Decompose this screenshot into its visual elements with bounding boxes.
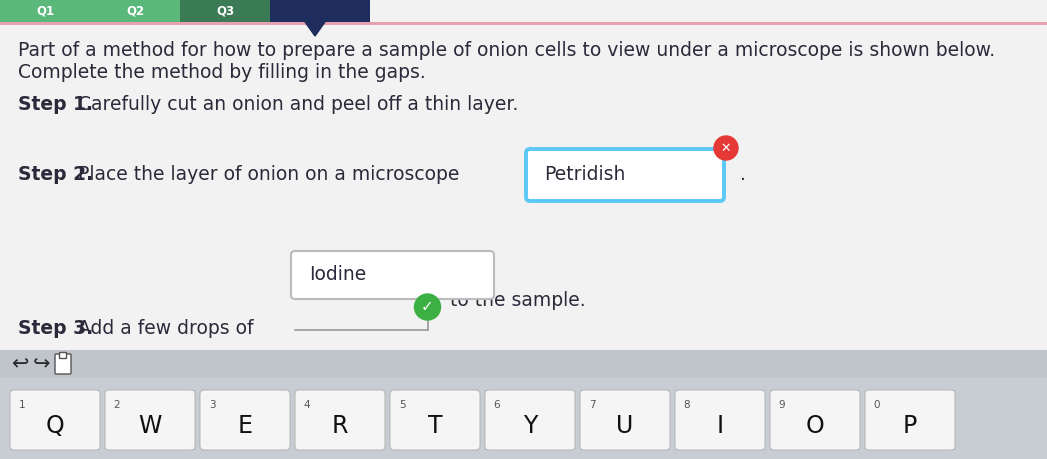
Text: W: W [138, 414, 161, 438]
Text: 0: 0 [874, 400, 881, 410]
Text: ↩: ↩ [12, 354, 28, 374]
Circle shape [714, 136, 738, 160]
Text: Q1: Q1 [36, 5, 54, 17]
FancyBboxPatch shape [0, 0, 1047, 350]
Text: to the sample.: to the sample. [449, 291, 585, 309]
Text: R: R [332, 414, 349, 438]
Text: I: I [716, 414, 723, 438]
FancyBboxPatch shape [200, 390, 290, 450]
Text: .: . [740, 166, 745, 185]
Text: 4: 4 [304, 400, 310, 410]
FancyBboxPatch shape [180, 0, 270, 22]
Text: Step 1.: Step 1. [18, 95, 93, 114]
FancyBboxPatch shape [270, 0, 370, 22]
FancyBboxPatch shape [865, 390, 955, 450]
Text: P: P [903, 414, 917, 438]
Text: Step 2.: Step 2. [18, 166, 93, 185]
FancyBboxPatch shape [770, 390, 860, 450]
Text: Q2: Q2 [126, 5, 144, 17]
Text: ↪: ↪ [34, 354, 50, 374]
FancyBboxPatch shape [10, 390, 101, 450]
FancyBboxPatch shape [0, 0, 90, 22]
Text: Q3: Q3 [216, 5, 235, 17]
FancyBboxPatch shape [90, 0, 180, 22]
Text: U: U [617, 414, 633, 438]
Text: T: T [427, 414, 442, 438]
Text: Q: Q [46, 414, 64, 438]
FancyBboxPatch shape [291, 251, 494, 299]
Text: 1: 1 [19, 400, 25, 410]
Text: Place the layer of onion on a microscope: Place the layer of onion on a microscope [72, 166, 460, 185]
Text: E: E [238, 414, 252, 438]
FancyBboxPatch shape [105, 390, 195, 450]
FancyBboxPatch shape [0, 350, 1047, 378]
Text: Complete the method by filling in the gaps.: Complete the method by filling in the ga… [18, 62, 426, 82]
Text: Step 3.: Step 3. [18, 319, 93, 337]
FancyBboxPatch shape [295, 390, 385, 450]
FancyBboxPatch shape [389, 390, 480, 450]
FancyBboxPatch shape [55, 354, 71, 374]
Text: Y: Y [522, 414, 537, 438]
Text: 9: 9 [779, 400, 785, 410]
Text: 7: 7 [588, 400, 596, 410]
FancyBboxPatch shape [485, 390, 575, 450]
Text: Part of a method for how to prepare a sample of onion cells to view under a micr: Part of a method for how to prepare a sa… [18, 40, 995, 60]
Text: Iodine: Iodine [309, 265, 366, 285]
Polygon shape [305, 22, 325, 36]
Text: 8: 8 [684, 400, 690, 410]
Text: 3: 3 [208, 400, 216, 410]
FancyBboxPatch shape [526, 149, 723, 201]
Text: Petridish: Petridish [544, 166, 625, 185]
FancyBboxPatch shape [60, 353, 67, 358]
FancyBboxPatch shape [0, 22, 1047, 25]
FancyBboxPatch shape [580, 390, 670, 450]
FancyBboxPatch shape [675, 390, 765, 450]
Text: 5: 5 [399, 400, 405, 410]
FancyBboxPatch shape [0, 378, 1047, 459]
Text: 6: 6 [494, 400, 500, 410]
Text: 2: 2 [114, 400, 120, 410]
Text: ✕: ✕ [720, 141, 731, 155]
Text: ✓: ✓ [421, 300, 433, 314]
Text: Add a few drops of: Add a few drops of [72, 319, 253, 337]
Text: Carefully cut an onion and peel off a thin layer.: Carefully cut an onion and peel off a th… [72, 95, 518, 114]
Circle shape [415, 294, 441, 320]
Text: O: O [805, 414, 824, 438]
